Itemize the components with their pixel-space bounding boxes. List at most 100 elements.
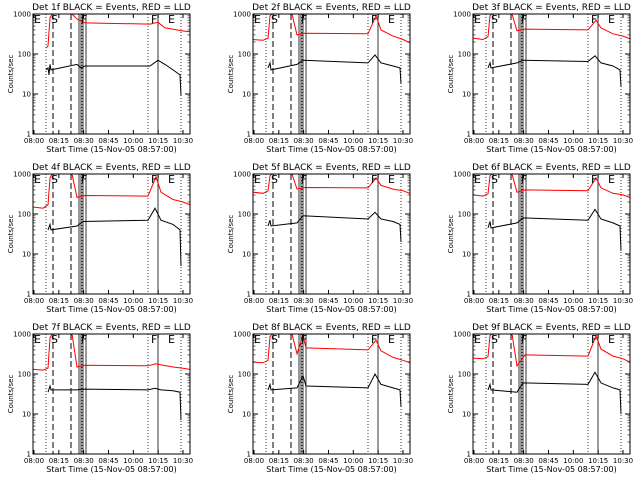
interval-marker-label: F bbox=[591, 333, 597, 346]
y-tick-label: 1 bbox=[27, 291, 31, 299]
x-tick-label: 10:30 bbox=[613, 457, 633, 465]
interval-marker-label: F bbox=[81, 173, 87, 186]
y-tick-label: 1000 bbox=[453, 11, 471, 19]
series-events-line bbox=[487, 208, 622, 251]
panel-title: Det 3f BLACK = Events, RED = LLD bbox=[472, 3, 631, 13]
series-lld-line bbox=[253, 334, 410, 364]
interval-marker-label: E bbox=[608, 13, 615, 26]
x-tick-label: 08:00 bbox=[24, 297, 44, 305]
interval-marker-label: F bbox=[371, 333, 377, 346]
x-tick-label: 08:30 bbox=[514, 457, 534, 465]
x-tick-label: 08:00 bbox=[464, 297, 484, 305]
y-axis-label: Counts/sec bbox=[227, 375, 235, 414]
y-tick-label: 10 bbox=[22, 411, 31, 419]
y-tick-label: 100 bbox=[458, 211, 471, 219]
interval-marker-label: S bbox=[271, 13, 278, 26]
y-axis-label: Counts/sec bbox=[447, 375, 455, 414]
x-tick-label: 08:30 bbox=[294, 297, 314, 305]
interval-marker-label: S bbox=[271, 333, 278, 346]
interval-marker-label: E bbox=[34, 333, 41, 346]
x-tick-label: 10:15 bbox=[368, 457, 388, 465]
x-tick-label: 10:00 bbox=[563, 297, 583, 305]
series-lld-line bbox=[473, 334, 630, 368]
x-tick-label: 10:00 bbox=[343, 457, 363, 465]
x-tick-label: 10:30 bbox=[173, 297, 193, 305]
y-axis-label: Counts/sec bbox=[447, 215, 455, 254]
interval-marker-label: S bbox=[51, 333, 58, 346]
interval-marker-label: F bbox=[371, 13, 377, 26]
x-tick-label: 08:15 bbox=[49, 457, 69, 465]
y-tick-label: 100 bbox=[18, 51, 31, 59]
series-events-line bbox=[47, 384, 182, 421]
x-tick-label: 08:45 bbox=[98, 457, 118, 465]
interval-marker-label: S bbox=[51, 173, 58, 186]
x-tick-label: 10:15 bbox=[588, 137, 608, 145]
y-tick-label: 100 bbox=[238, 51, 251, 59]
x-tick-label: 10:30 bbox=[613, 297, 633, 305]
series-lld-line bbox=[33, 334, 190, 371]
plot-area bbox=[253, 14, 410, 134]
axes-frame bbox=[252, 13, 411, 135]
interval-marker-label: E bbox=[254, 333, 261, 346]
series-lld-line bbox=[33, 174, 190, 209]
y-tick-label: 10 bbox=[242, 91, 251, 99]
y-tick-label: 10 bbox=[462, 411, 471, 419]
y-tick-label: 1 bbox=[467, 131, 471, 139]
interval-marker-label: E bbox=[474, 173, 481, 186]
axes-frame bbox=[472, 13, 631, 135]
series-events-line bbox=[47, 207, 182, 267]
plot-area bbox=[473, 334, 630, 454]
interval-marker-label: F bbox=[301, 173, 307, 186]
x-tick-label: 08:15 bbox=[489, 137, 509, 145]
y-tick-label: 100 bbox=[238, 371, 251, 379]
panel-title: Det 1f BLACK = Events, RED = LLD bbox=[32, 3, 191, 13]
x-tick-label: 08:45 bbox=[318, 137, 338, 145]
x-tick-label: 08:15 bbox=[269, 297, 289, 305]
y-tick-label: 1000 bbox=[233, 171, 251, 179]
y-axis-label: Counts/sec bbox=[447, 55, 455, 94]
panel-title: Det 7f BLACK = Events, RED = LLD bbox=[32, 323, 191, 333]
y-tick-label: 1000 bbox=[233, 11, 251, 19]
x-axis-label: Start Time (15-Nov-05 08:57:00) bbox=[266, 465, 396, 474]
interval-marker-label: F bbox=[591, 13, 597, 26]
x-tick-label: 08:45 bbox=[538, 137, 558, 145]
series-events-line bbox=[45, 59, 182, 96]
y-tick-label: 10 bbox=[22, 251, 31, 259]
y-tick-label: 1000 bbox=[13, 11, 31, 19]
y-tick-label: 10 bbox=[242, 251, 251, 259]
axes-frame bbox=[252, 333, 411, 455]
y-tick-label: 1 bbox=[467, 291, 471, 299]
interval-marker-label: E bbox=[254, 173, 261, 186]
interval-marker-label: E bbox=[34, 173, 41, 186]
y-tick-label: 1000 bbox=[453, 171, 471, 179]
axes-frame bbox=[32, 13, 191, 135]
x-tick-label: 08:30 bbox=[514, 137, 534, 145]
axes-frame bbox=[32, 173, 191, 295]
axes-frame bbox=[252, 173, 411, 295]
interval-marker-label: S bbox=[491, 13, 498, 26]
plot-area bbox=[33, 334, 190, 454]
interval-marker-label: E bbox=[608, 333, 615, 346]
interval-marker-label: F bbox=[521, 173, 527, 186]
y-axis-label: Counts/sec bbox=[7, 55, 15, 94]
x-tick-label: 08:30 bbox=[74, 137, 94, 145]
y-tick-label: 10 bbox=[22, 91, 31, 99]
plot-area bbox=[473, 174, 630, 294]
x-tick-label: 10:15 bbox=[148, 297, 168, 305]
x-tick-label: 08:45 bbox=[98, 297, 118, 305]
x-tick-label: 10:00 bbox=[123, 457, 143, 465]
series-lld-line bbox=[473, 14, 630, 41]
y-axis-label: Counts/sec bbox=[227, 215, 235, 254]
x-axis-label: Start Time (15-Nov-05 08:57:00) bbox=[486, 305, 616, 314]
x-tick-label: 10:30 bbox=[173, 137, 193, 145]
y-tick-label: 100 bbox=[18, 371, 31, 379]
plot-area bbox=[33, 174, 190, 294]
interval-marker-label: F bbox=[521, 333, 527, 346]
x-tick-label: 08:45 bbox=[318, 457, 338, 465]
series-lld-line bbox=[45, 14, 190, 49]
